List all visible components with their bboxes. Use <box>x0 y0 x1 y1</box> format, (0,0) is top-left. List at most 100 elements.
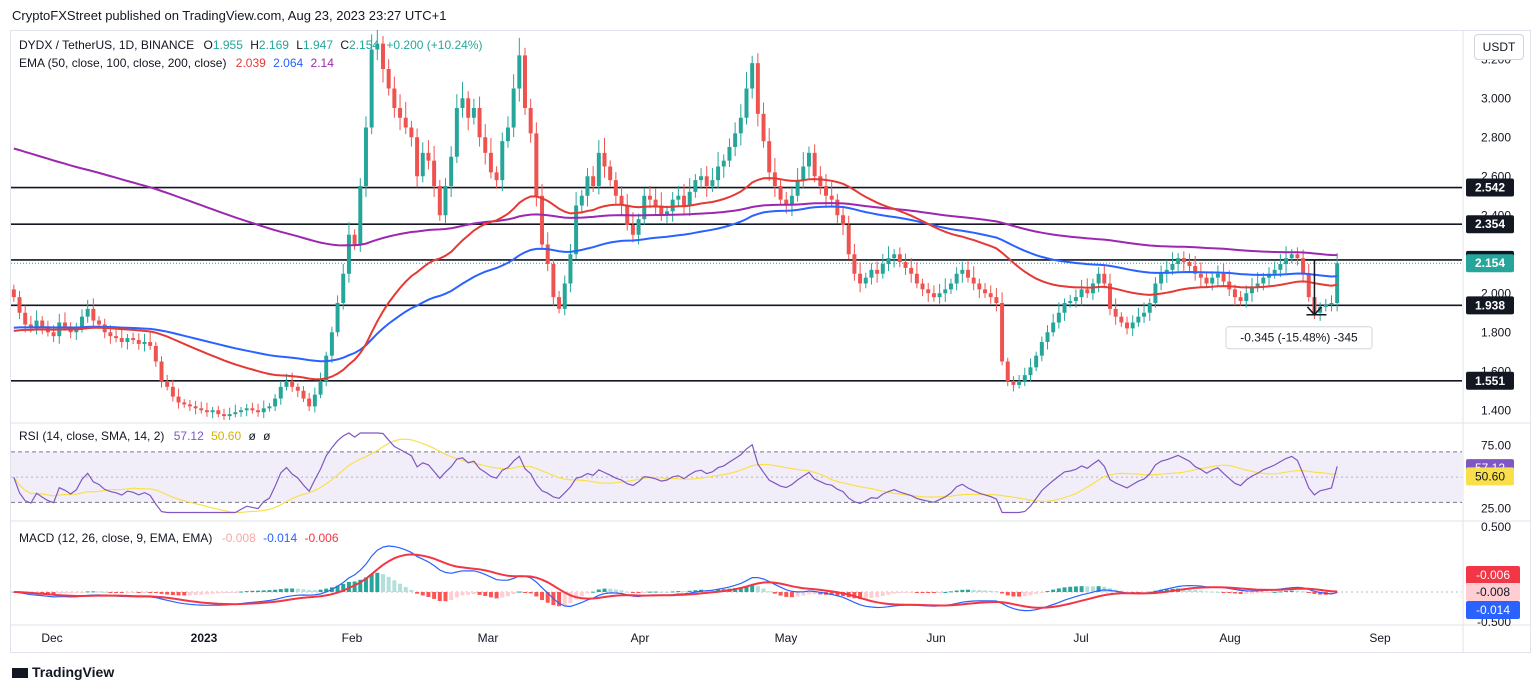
macd-histogram-bar <box>85 591 90 593</box>
macd-histogram-bar <box>443 592 448 602</box>
macd-histogram-bar <box>250 590 255 592</box>
macd-histogram-bar <box>534 592 539 597</box>
candle-body <box>540 195 545 245</box>
macd-histogram-bar <box>914 592 919 593</box>
time-tick-label: Sep <box>1369 631 1391 645</box>
macd-histogram-bar <box>613 589 618 592</box>
candle-body <box>562 283 567 309</box>
macd-histogram-bar <box>1096 586 1101 592</box>
macd-histogram-bar <box>630 592 635 593</box>
macd-line-value: -0.014 <box>263 531 298 545</box>
candle-body <box>1249 287 1254 294</box>
candle-body <box>977 283 982 290</box>
candle-body <box>744 88 749 118</box>
candle-body <box>23 312 28 325</box>
rsi-legend: RSI (14, close, SMA, 14, 2) 57.12 50.60 … <box>19 429 271 443</box>
macd-signal-label-bg <box>1466 566 1520 584</box>
macd-tick-label: 0.500 <box>1481 520 1511 534</box>
macd-histogram-bar <box>1085 586 1090 592</box>
candle-body <box>500 141 505 181</box>
candle-body <box>1062 303 1067 313</box>
macd-histogram-bar <box>1301 591 1306 593</box>
candle-body <box>62 322 67 327</box>
candle-body <box>437 186 442 216</box>
candle-body <box>51 332 56 337</box>
macd-histogram-bar <box>381 574 385 592</box>
candle-body <box>233 412 238 415</box>
macd-histogram-bar <box>324 588 329 592</box>
macd-histogram-bar <box>1079 586 1084 592</box>
candle-body <box>670 199 675 212</box>
level-label-bg <box>1466 215 1514 234</box>
candle-body <box>1284 258 1289 264</box>
macd-signal-label: -0.006 <box>1476 568 1510 582</box>
currency-button[interactable]: USDT <box>1474 34 1524 60</box>
low-value: 1.947 <box>302 38 333 52</box>
macd-histogram-bar <box>619 590 624 592</box>
macd-histogram-bar <box>182 592 187 596</box>
candle-body <box>1164 269 1169 274</box>
macd-histogram-bar <box>1005 592 1010 596</box>
candle-body <box>443 186 448 216</box>
candle-body <box>187 404 192 407</box>
candle-body <box>636 219 641 235</box>
candle-body <box>557 297 562 309</box>
macd-histogram-bar <box>1159 589 1164 592</box>
candle-body <box>494 172 499 181</box>
macd-histogram-bar <box>1039 592 1044 593</box>
candle-body <box>574 205 579 255</box>
symbol-legend: DYDX / TetherUS, 1D, BINANCE O1.955 H2.1… <box>19 38 482 52</box>
candle-body <box>920 283 925 290</box>
annotations: -0.345 (-15.48%) -345 <box>1225 259 1373 350</box>
macd-histogram-bar <box>608 588 613 592</box>
macd-histogram-bar <box>738 587 743 592</box>
candle-body <box>505 127 510 142</box>
candle-body <box>119 338 124 342</box>
macd-histogram-bar <box>540 592 545 601</box>
macd-histogram-bar <box>574 592 579 600</box>
candle-body <box>1176 258 1181 264</box>
macd-histogram-bar <box>290 588 295 592</box>
candle-body <box>880 264 885 274</box>
change-value: +0.200 (+10.24%) <box>386 38 483 52</box>
candle-body <box>602 152 607 167</box>
candle-body <box>1215 273 1220 278</box>
candle-body <box>1096 273 1101 284</box>
candle-body <box>131 338 136 341</box>
candle-body <box>875 269 880 274</box>
ema100-value: 2.064 <box>273 56 304 70</box>
rsi-sma-value: 50.60 <box>211 429 242 443</box>
candle-body <box>1238 297 1243 302</box>
candle-body <box>846 225 851 255</box>
candle-body <box>863 277 868 284</box>
macd-histogram-bar <box>517 591 522 593</box>
candle-body <box>682 195 687 206</box>
macd-histogram-bar <box>500 592 505 598</box>
candle-body <box>1034 355 1039 368</box>
candle-body <box>1278 264 1283 270</box>
candle-body <box>290 381 295 387</box>
macd-histogram-bar <box>386 576 391 592</box>
macd-histogram-bar <box>227 592 232 593</box>
candle-body <box>210 410 215 413</box>
candle-body <box>352 234 357 245</box>
macd-histogram-bar <box>312 590 317 592</box>
candle-body <box>386 69 391 89</box>
macd-histogram-bar <box>977 590 982 592</box>
macd-histogram-bar <box>471 592 476 595</box>
rsi-value: 57.12 <box>173 429 204 443</box>
candle-body <box>926 289 931 294</box>
open-value: 1.955 <box>212 38 243 52</box>
candle-body <box>182 402 187 405</box>
candle-body <box>619 195 624 206</box>
candle-body <box>1295 254 1300 259</box>
macd-histogram-bar <box>954 590 959 592</box>
close-label: C <box>340 38 350 52</box>
macd-histogram-bar <box>415 592 420 594</box>
macd-histogram-bar <box>119 592 124 593</box>
macd-histogram-bar <box>591 591 596 593</box>
macd-histogram-bar <box>97 591 102 593</box>
candle-body <box>239 410 244 413</box>
candle-body <box>676 195 681 200</box>
